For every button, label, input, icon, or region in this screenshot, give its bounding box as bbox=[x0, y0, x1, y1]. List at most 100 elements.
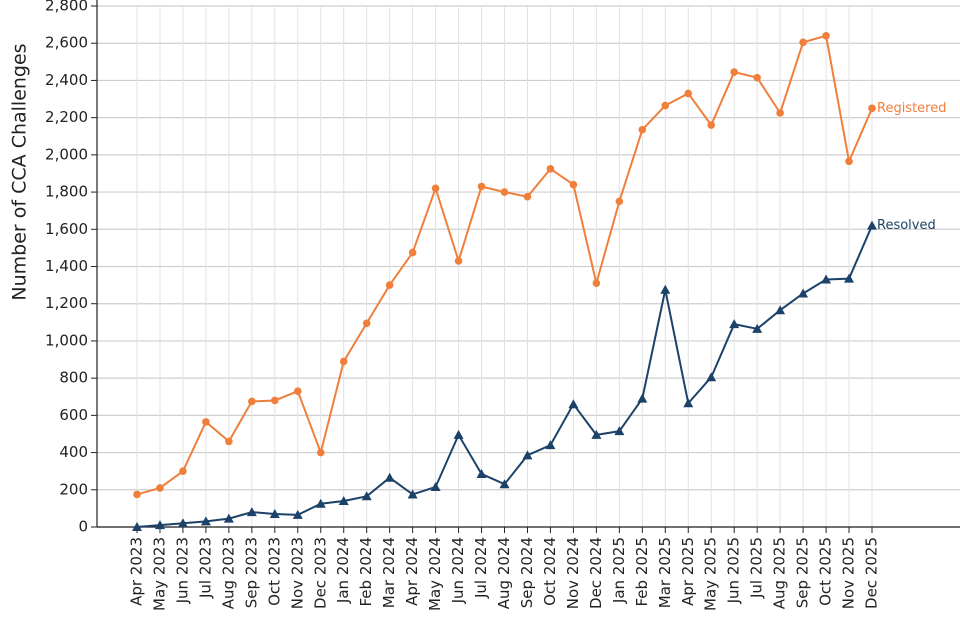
y-tick-label: 200 bbox=[59, 480, 88, 498]
marker bbox=[867, 220, 877, 230]
marker bbox=[845, 157, 853, 166]
marker bbox=[269, 508, 280, 518]
marker bbox=[569, 180, 578, 189]
marker bbox=[200, 516, 211, 526]
marker bbox=[499, 479, 510, 489]
marker bbox=[408, 248, 417, 257]
marker bbox=[453, 429, 464, 439]
marker bbox=[683, 398, 694, 408]
x-tick-label: May 2024 bbox=[426, 537, 444, 611]
marker bbox=[592, 279, 601, 288]
marker bbox=[522, 450, 533, 460]
x-tick-label: Nov 2023 bbox=[288, 537, 306, 609]
marker bbox=[430, 481, 441, 491]
marker bbox=[292, 509, 303, 519]
marker bbox=[523, 192, 532, 201]
x-tick-label: Oct 2024 bbox=[541, 537, 559, 606]
y-tick-label: 1,800 bbox=[45, 183, 88, 201]
x-tick-label: Sep 2025 bbox=[794, 537, 812, 608]
marker bbox=[799, 38, 807, 47]
marker bbox=[637, 393, 648, 403]
x-tick-label: Mar 2024 bbox=[380, 537, 398, 608]
marker bbox=[431, 184, 440, 193]
y-tick-label: 400 bbox=[59, 443, 88, 461]
marker bbox=[384, 472, 395, 482]
x-tick-label: Jul 2024 bbox=[472, 537, 490, 599]
x-tick-label: Jun 2025 bbox=[725, 537, 743, 604]
marker bbox=[339, 357, 348, 366]
marker bbox=[545, 440, 556, 450]
marker bbox=[361, 491, 372, 501]
x-tick-label: Feb 2025 bbox=[633, 537, 651, 607]
marker bbox=[752, 323, 763, 333]
x-tick-label: Apr 2025 bbox=[679, 537, 697, 606]
x-tick-label: Dec 2023 bbox=[311, 537, 329, 609]
y-tick-label: 600 bbox=[59, 406, 88, 424]
x-tick-label: Dec 2024 bbox=[587, 537, 605, 609]
marker bbox=[614, 426, 625, 436]
marker bbox=[133, 490, 141, 499]
marker bbox=[316, 448, 325, 457]
x-tick-label: Aug 2025 bbox=[771, 537, 789, 609]
x-tick-label: Dec 2025 bbox=[863, 537, 881, 609]
marker bbox=[454, 257, 463, 265]
y-axis-title: Number of CCA Challenges bbox=[9, 43, 31, 300]
marker bbox=[684, 89, 693, 98]
marker bbox=[707, 121, 716, 129]
marker bbox=[271, 396, 279, 405]
x-tick-label: Apr 2023 bbox=[128, 537, 146, 606]
x-tick-label: Jul 2023 bbox=[196, 537, 214, 599]
marker bbox=[156, 484, 164, 492]
marker bbox=[362, 319, 371, 328]
x-tick-label: Sep 2023 bbox=[242, 537, 260, 608]
marker bbox=[338, 495, 349, 505]
y-tick-label: 1,400 bbox=[45, 257, 88, 275]
marker bbox=[638, 125, 647, 134]
marker bbox=[476, 468, 487, 478]
marker bbox=[660, 284, 671, 294]
x-tick-label: May 2025 bbox=[702, 537, 720, 611]
x-tick-label: Jun 2024 bbox=[449, 537, 467, 604]
y-tick-label: 1,000 bbox=[45, 331, 88, 349]
x-tick-label: Aug 2023 bbox=[219, 537, 237, 609]
marker bbox=[706, 372, 717, 382]
marker bbox=[132, 522, 142, 531]
x-tick-label: Sep 2024 bbox=[518, 537, 536, 608]
marker bbox=[753, 73, 761, 82]
marker bbox=[546, 165, 555, 173]
marker bbox=[202, 418, 210, 426]
marker bbox=[223, 513, 234, 523]
y-tick-label: 800 bbox=[59, 369, 88, 387]
x-tick-label: Mar 2025 bbox=[656, 537, 674, 608]
marker bbox=[407, 489, 418, 499]
x-tick-label: Jan 2024 bbox=[334, 537, 352, 604]
x-tick-label: May 2023 bbox=[150, 537, 168, 611]
y-tick-label: 2,600 bbox=[45, 34, 88, 52]
x-tick-label: Oct 2023 bbox=[265, 537, 283, 606]
marker bbox=[822, 31, 830, 40]
marker bbox=[179, 467, 187, 475]
marker bbox=[776, 109, 784, 117]
marker bbox=[821, 274, 832, 284]
marker bbox=[615, 197, 624, 206]
marker bbox=[246, 507, 257, 517]
x-tick-label: Jan 2025 bbox=[610, 537, 628, 604]
y-tick-label: 2,000 bbox=[45, 145, 88, 163]
x-tick-label: Nov 2024 bbox=[564, 537, 582, 609]
marker bbox=[177, 518, 188, 528]
x-tick-label: Feb 2024 bbox=[357, 537, 375, 607]
marker bbox=[730, 68, 738, 76]
marker bbox=[225, 437, 233, 446]
marker bbox=[500, 188, 509, 196]
marker bbox=[315, 498, 326, 508]
marker bbox=[729, 319, 740, 329]
marker bbox=[248, 397, 256, 406]
y-tick-label: 0 bbox=[78, 518, 88, 536]
marker bbox=[385, 281, 394, 289]
marker bbox=[775, 305, 786, 315]
marker bbox=[591, 429, 602, 439]
marker bbox=[844, 273, 855, 283]
x-tick-label: Oct 2025 bbox=[817, 537, 835, 606]
marker bbox=[868, 104, 876, 113]
marker bbox=[568, 399, 579, 409]
